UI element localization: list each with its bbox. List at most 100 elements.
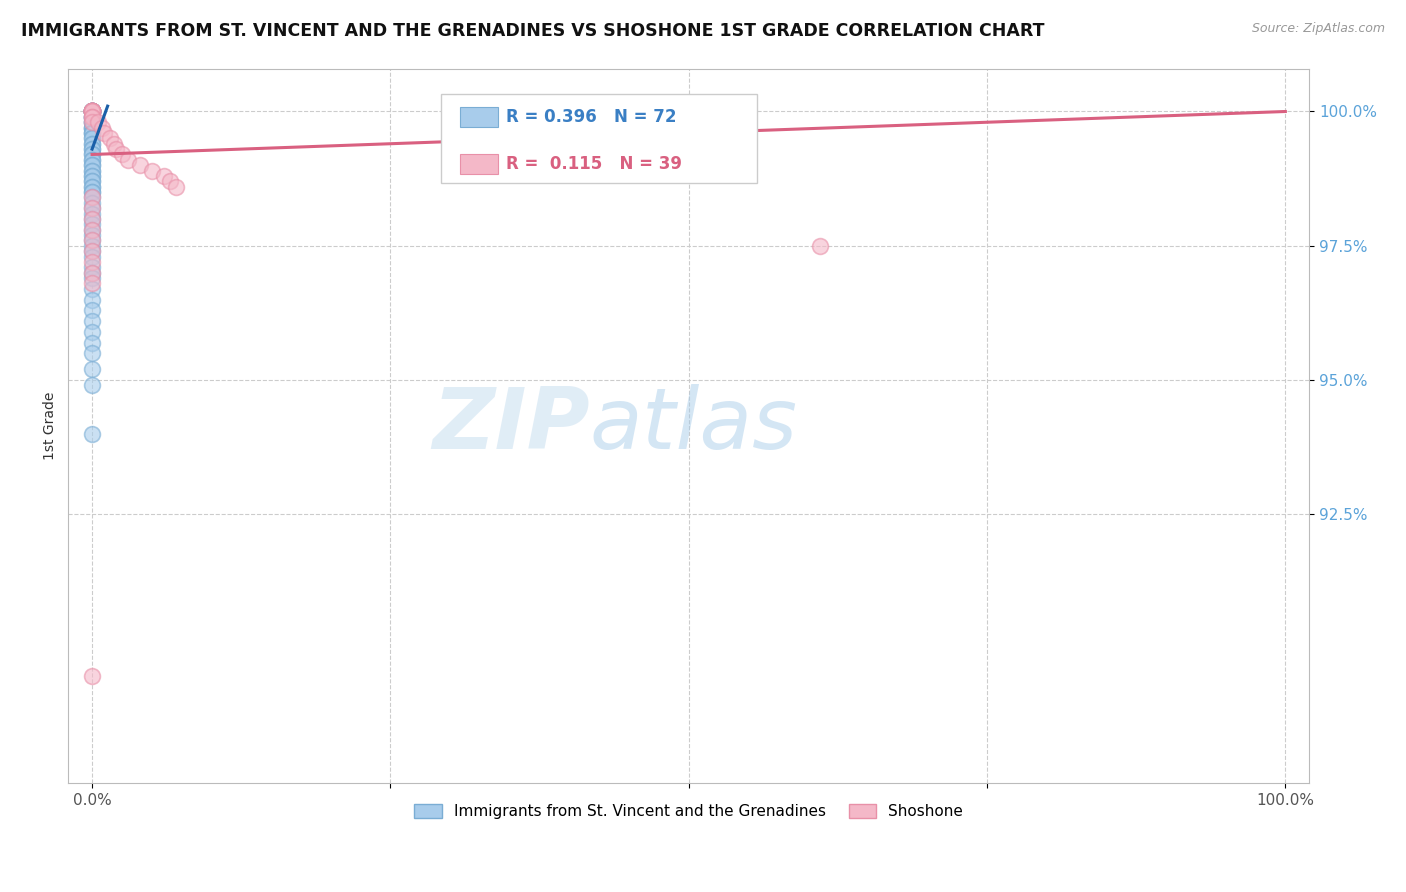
Point xyxy=(82,266,104,280)
Point xyxy=(82,201,104,215)
Point xyxy=(82,201,104,215)
Text: IMMIGRANTS FROM ST. VINCENT AND THE GRENADINES VS SHOSHONE 1ST GRADE CORRELATION: IMMIGRANTS FROM ST. VINCENT AND THE GREN… xyxy=(21,22,1045,40)
Point xyxy=(82,110,104,124)
Point xyxy=(82,228,104,243)
Point xyxy=(82,104,104,119)
Point xyxy=(82,115,104,129)
Point xyxy=(82,190,104,204)
Point xyxy=(82,426,104,441)
Point xyxy=(82,126,104,140)
Point xyxy=(82,104,104,119)
Point xyxy=(82,260,104,275)
Point xyxy=(104,142,127,156)
Point xyxy=(82,104,104,119)
Point xyxy=(82,174,104,188)
Point xyxy=(82,668,104,682)
Point xyxy=(141,163,163,178)
Point xyxy=(82,206,104,220)
Point xyxy=(82,277,104,291)
Text: R = 0.396   N = 72: R = 0.396 N = 72 xyxy=(506,108,676,126)
Point xyxy=(82,110,104,124)
Point xyxy=(82,104,104,119)
Point xyxy=(82,115,104,129)
Point xyxy=(82,217,104,231)
Point xyxy=(82,314,104,328)
Point xyxy=(82,104,104,119)
Point xyxy=(128,158,150,172)
Point xyxy=(82,234,104,248)
Point xyxy=(82,222,104,236)
Point xyxy=(82,104,104,119)
Point xyxy=(165,179,187,194)
Point xyxy=(82,110,104,124)
FancyBboxPatch shape xyxy=(460,153,498,174)
Point xyxy=(82,244,104,259)
Point xyxy=(82,126,104,140)
Point xyxy=(152,169,174,183)
Point xyxy=(82,174,104,188)
Point xyxy=(82,255,104,269)
Point xyxy=(82,110,104,124)
Point xyxy=(82,234,104,248)
Point xyxy=(82,115,104,129)
Point xyxy=(82,244,104,259)
Point xyxy=(82,195,104,210)
Point xyxy=(82,104,104,119)
Point xyxy=(82,378,104,392)
Point xyxy=(82,115,104,129)
Text: R =  0.115   N = 39: R = 0.115 N = 39 xyxy=(506,154,682,172)
Point xyxy=(117,153,139,167)
Point xyxy=(82,163,104,178)
Point xyxy=(82,104,104,119)
Point xyxy=(82,185,104,199)
Point xyxy=(93,126,115,140)
Point xyxy=(82,362,104,376)
Point xyxy=(159,174,181,188)
Point xyxy=(82,147,104,161)
Point xyxy=(82,142,104,156)
Point xyxy=(82,158,104,172)
Point xyxy=(82,104,104,119)
Point xyxy=(82,131,104,145)
Point xyxy=(82,346,104,360)
Point xyxy=(82,120,104,135)
Point xyxy=(82,110,104,124)
Point xyxy=(82,211,104,226)
Text: Source: ZipAtlas.com: Source: ZipAtlas.com xyxy=(1251,22,1385,36)
Point xyxy=(111,147,134,161)
Point xyxy=(82,271,104,285)
Point xyxy=(82,303,104,318)
Point xyxy=(82,179,104,194)
Point xyxy=(82,325,104,339)
Point xyxy=(98,131,121,145)
Point xyxy=(82,104,104,119)
Point xyxy=(82,179,104,194)
Point xyxy=(82,104,104,119)
Point xyxy=(82,104,104,119)
Point xyxy=(82,120,104,135)
FancyBboxPatch shape xyxy=(440,94,756,183)
Point xyxy=(82,104,104,119)
Point xyxy=(82,126,104,140)
Point xyxy=(82,104,104,119)
Point xyxy=(82,104,104,119)
Point xyxy=(82,158,104,172)
Point xyxy=(82,110,104,124)
Point xyxy=(82,120,104,135)
Point xyxy=(82,185,104,199)
Point xyxy=(82,153,104,167)
Y-axis label: 1st Grade: 1st Grade xyxy=(44,392,58,460)
Point xyxy=(82,211,104,226)
Point xyxy=(82,104,104,119)
Point xyxy=(103,136,125,151)
Point xyxy=(90,120,112,135)
Legend: Immigrants from St. Vincent and the Grenadines, Shoshone: Immigrants from St. Vincent and the Gren… xyxy=(408,798,970,825)
Point xyxy=(82,136,104,151)
Point xyxy=(82,169,104,183)
Point xyxy=(82,104,104,119)
Point xyxy=(82,136,104,151)
Point xyxy=(87,115,110,129)
Text: atlas: atlas xyxy=(589,384,797,467)
Point xyxy=(82,335,104,350)
Point xyxy=(82,163,104,178)
